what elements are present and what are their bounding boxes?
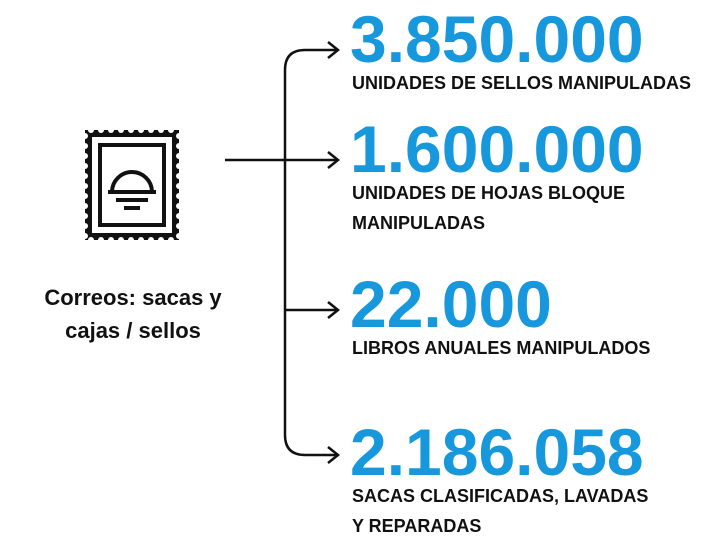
perforation (176, 223, 182, 229)
perforation (128, 237, 134, 243)
perforation (176, 183, 182, 189)
perforation (108, 237, 114, 243)
perforation (138, 127, 144, 133)
perforation (82, 153, 88, 159)
perforation (176, 163, 182, 169)
item-value: 3.850.000 (350, 2, 644, 76)
perforation (82, 183, 88, 189)
label-line: Correos: sacas y (44, 285, 222, 310)
perforation (82, 163, 88, 169)
item-description: UNIDADES DE SELLOS MANIPULADAS (352, 73, 691, 93)
perforation (108, 127, 114, 133)
label-line: cajas / sellos (65, 318, 201, 343)
perforation (148, 127, 154, 133)
perforation (176, 213, 182, 219)
item-description: LIBROS ANUALES MANIPULADOS (352, 338, 650, 358)
perforation (168, 237, 174, 243)
perforation (158, 127, 164, 133)
connectors (225, 41, 341, 464)
perforation (98, 237, 104, 243)
perforation (138, 237, 144, 243)
perforation (82, 173, 88, 179)
perforation (148, 237, 154, 243)
item-description: MANIPULADAS (352, 213, 485, 233)
perforation (82, 233, 88, 239)
item-description: SACAS CLASIFICADAS, LAVADAS (352, 486, 648, 506)
perforation (82, 143, 88, 149)
perforation (168, 127, 174, 133)
perforation (88, 127, 94, 133)
perforation (128, 127, 134, 133)
stamp-icon (82, 127, 182, 243)
perforation (98, 127, 104, 133)
perforation (118, 237, 124, 243)
perforation (82, 213, 88, 219)
item-description: Y REPARADAS (352, 516, 481, 536)
perforation (176, 203, 182, 209)
perforation (176, 133, 182, 139)
item-value: 2.186.058 (350, 415, 644, 489)
perforation (176, 233, 182, 239)
item-value: 1.600.000 (350, 112, 644, 186)
perforation (176, 143, 182, 149)
perforation (82, 223, 88, 229)
item-description: UNIDADES DE HOJAS BLOQUE (352, 183, 625, 203)
perforation (158, 237, 164, 243)
perforation (176, 173, 182, 179)
item-value: 22.000 (350, 267, 552, 341)
perforation (82, 203, 88, 209)
perforation (176, 153, 182, 159)
perforation (176, 193, 182, 199)
perforation (88, 237, 94, 243)
perforation (82, 193, 88, 199)
perforation (118, 127, 124, 133)
perforation (82, 133, 88, 139)
